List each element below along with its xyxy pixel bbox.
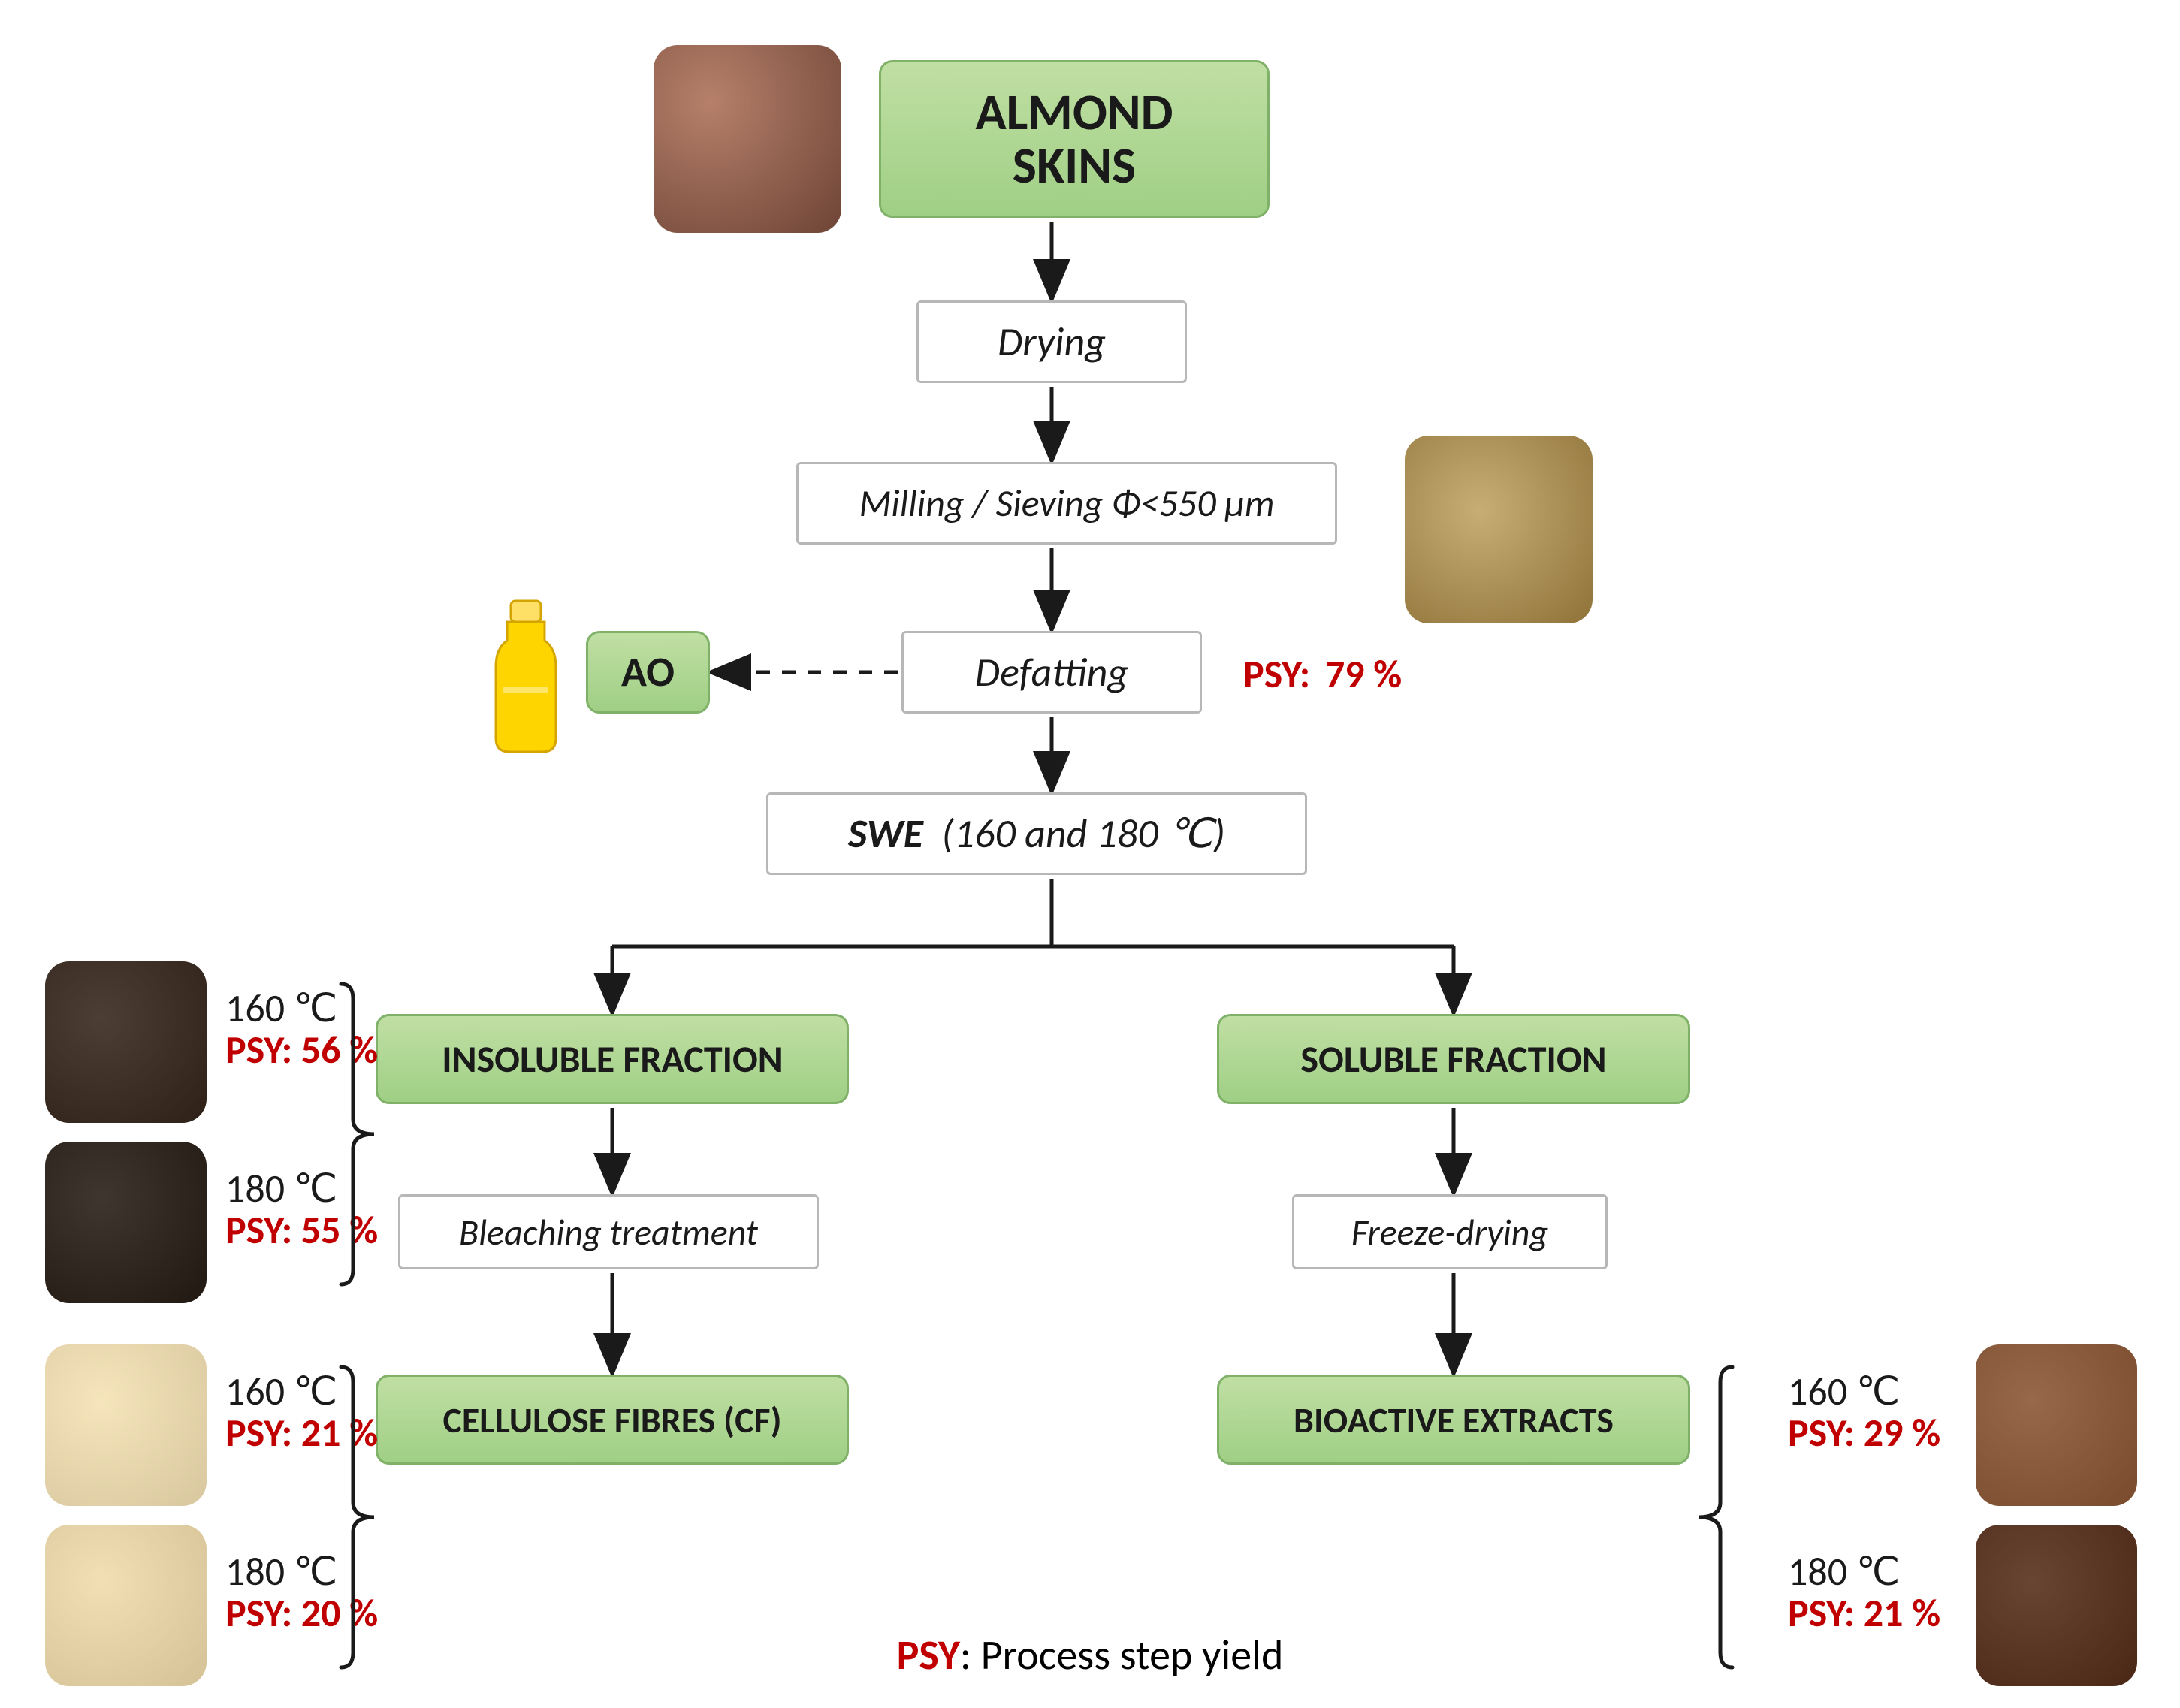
- sample-swatch: [45, 1525, 207, 1686]
- node-freeze: Freeze-drying: [1292, 1194, 1608, 1269]
- sample-label: 160 ℃PSY: 56 %: [225, 988, 378, 1070]
- node-drying: Drying: [916, 300, 1187, 383]
- soluble-label: SOLUBLE FRACTION: [1300, 1037, 1606, 1082]
- node-milling: Milling / Sieving Φ<550 µm: [796, 462, 1337, 545]
- footer-legend: PSY: Process step yield: [0, 1630, 2180, 1681]
- defat-psy-val: 79 %: [1325, 650, 1402, 698]
- sample-label: 180 ℃PSY: 55 %: [225, 1168, 378, 1250]
- insoluble-label: INSOLUBLE FRACTION: [442, 1037, 783, 1082]
- freeze-label: Freeze-drying: [1351, 1210, 1548, 1254]
- node-insoluble: INSOLUBLE FRACTION: [376, 1014, 849, 1104]
- node-bio: BIOACTIVE EXTRACTS: [1217, 1375, 1690, 1465]
- bleach-label: Bleaching treatment: [459, 1210, 758, 1254]
- sample-label: 180 ℃PSY: 20 %: [225, 1551, 378, 1633]
- footer-psy-label: PSY: [897, 1630, 960, 1681]
- node-defatting: Defatting: [901, 631, 1202, 714]
- bio-label: BIOACTIVE EXTRACTS: [1294, 1398, 1614, 1442]
- defatting-label: Defatting: [975, 647, 1128, 697]
- footer-psy-text: : Process step yield: [960, 1630, 1283, 1681]
- node-bleaching: Bleaching treatment: [398, 1194, 819, 1269]
- title-line2: SKINS: [1013, 134, 1136, 197]
- node-soluble: SOLUBLE FRACTION: [1217, 1014, 1690, 1104]
- swe-label: SWE (160 and 180 ℃): [848, 809, 1225, 859]
- node-cf: CELLULOSE FIBRES (CF): [376, 1375, 849, 1465]
- defat-psy-label: PSY:: [1243, 650, 1310, 698]
- node-title: ALMOND SKINS: [879, 60, 1270, 218]
- flowchart-stage: ALMOND SKINS Drying Milling / Sieving Φ<…: [0, 0, 2180, 1708]
- sample-swatch: [45, 961, 207, 1123]
- sample-swatch: [45, 1142, 207, 1303]
- oil-bottle-icon: [481, 597, 571, 762]
- almond-skins-image: [654, 45, 841, 233]
- node-ao: AO: [586, 631, 710, 714]
- ao-label: AO: [621, 647, 675, 698]
- node-swe: SWE (160 and 180 ℃): [766, 792, 1307, 875]
- sample-swatch: [45, 1344, 207, 1506]
- sample-label: 160 ℃PSY: 29 %: [1788, 1371, 1940, 1453]
- swe-prefix: SWE: [848, 809, 923, 859]
- sample-swatch: [1976, 1344, 2137, 1506]
- drying-label: Drying: [998, 317, 1106, 367]
- sample-label: 160 ℃PSY: 21 %: [225, 1371, 378, 1453]
- cf-label: CELLULOSE FIBRES (CF): [442, 1398, 781, 1442]
- milling-label: Milling / Sieving Φ<550 µm: [859, 481, 1275, 527]
- sample-swatch: [1976, 1525, 2137, 1686]
- sample-label: 180 ℃PSY: 21 %: [1788, 1551, 1940, 1633]
- milling-image: [1405, 436, 1593, 623]
- swe-suffix: (160 and 180 ℃): [941, 809, 1225, 859]
- defat-psy: PSY: 79 %: [1243, 653, 1402, 695]
